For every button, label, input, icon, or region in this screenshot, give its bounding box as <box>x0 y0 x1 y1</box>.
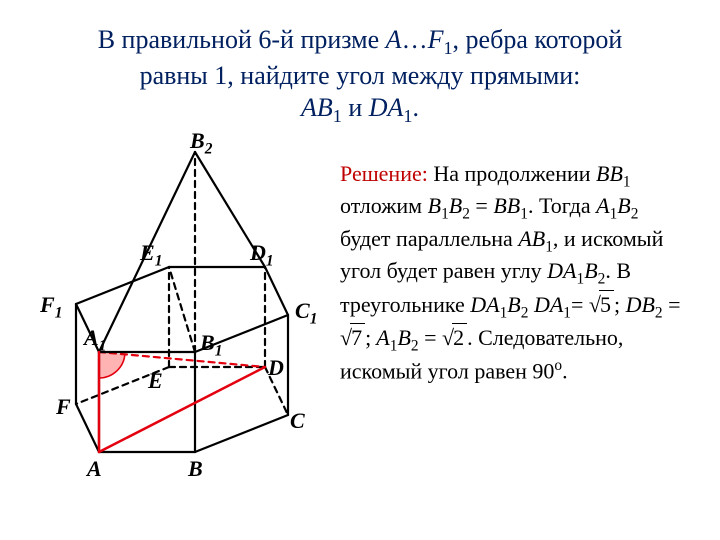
s-dot: . <box>467 325 473 350</box>
s-a1b2b: B <box>617 193 630 218</box>
label-F: F <box>56 394 71 420</box>
s-b1b2s2: 2 <box>462 206 470 223</box>
problem-DA: DA <box>369 93 404 122</box>
problem-dots: … <box>402 25 428 54</box>
s-b1b2a: B <box>428 193 441 218</box>
problem-F-sub: 1 <box>443 38 452 58</box>
s-bb1b: BB <box>493 193 520 218</box>
s-a1b2cb: B <box>397 325 410 350</box>
problem-statement: В правильной 6-й призме A…F1, ребра кото… <box>60 24 660 128</box>
s-bb1s: 1 <box>623 173 631 190</box>
prism-figure: B2 E1 D1 F1 A1 B1 C1 E D F A B C <box>20 130 330 500</box>
label-B2: B2 <box>190 128 212 158</box>
problem-F: F <box>428 25 444 54</box>
s-da1: DA <box>534 292 563 317</box>
s-a1b2s2: 2 <box>631 206 639 223</box>
s-a1b2ceq: = <box>419 325 442 350</box>
label-A1: A1 <box>84 325 106 355</box>
sqrt2: √2 <box>442 323 467 353</box>
label-D: D <box>268 355 284 381</box>
problem-AB-sub: 1 <box>333 107 342 127</box>
problem-AB: AB <box>301 93 333 122</box>
prism-svg <box>20 130 330 500</box>
s-deg: o <box>554 357 562 374</box>
problem-A: A <box>386 25 402 54</box>
s-da1s: 1 <box>563 304 571 321</box>
label-E: E <box>148 368 163 394</box>
s-b1b2s1: 1 <box>441 206 449 223</box>
s-tri-a: DA <box>470 292 499 317</box>
label-C1: C1 <box>295 298 317 328</box>
label-B1: B1 <box>200 330 222 360</box>
s-da1b2b: B <box>584 258 597 283</box>
s-tri-s2: 2 <box>521 304 529 321</box>
s-a1b2c: A <box>371 325 390 350</box>
problem-and: и <box>342 93 369 122</box>
problem-DA-sub: 1 <box>403 107 412 127</box>
s-ab1: AB <box>518 226 545 251</box>
sqrt7: √7 <box>340 323 365 353</box>
label-A: A <box>87 456 102 482</box>
s-da1b2a: DA <box>547 258 576 283</box>
s-db2eq: = <box>663 292 681 317</box>
s-a1b2a: A <box>596 193 609 218</box>
s-ab1s: 1 <box>545 238 553 255</box>
problem-line2: равны 1, найдите угол между прямыми: <box>140 61 581 90</box>
s-t1: На продолжении <box>428 161 596 186</box>
s-b1b2b: B <box>449 193 462 218</box>
solution-text: Решение: На продолжении BB1 отложим B1B2… <box>340 160 690 386</box>
s-db2s: 2 <box>655 304 663 321</box>
s-bb1bs: 1 <box>520 206 528 223</box>
label-D1: D1 <box>250 240 274 270</box>
s-tri-b: B <box>507 292 520 317</box>
s-da1eq: = <box>571 292 589 317</box>
label-F1: F1 <box>40 292 62 322</box>
problem-end: . <box>413 93 420 122</box>
solution-lead: Решение: <box>340 161 428 186</box>
s-t8: . <box>562 359 568 384</box>
problem-line1-post: , ребра которой <box>453 25 623 54</box>
s-bb1: BB <box>596 161 623 186</box>
problem-line1-pre: В правильной 6-й призме <box>98 25 386 54</box>
s-t2: отложим <box>340 193 428 218</box>
s-db2: DB <box>620 292 655 317</box>
s-eq: = <box>470 193 493 218</box>
s-t3: . Тогда <box>528 193 596 218</box>
label-C: C <box>290 408 305 434</box>
s-t4: будет параллельна <box>340 226 518 251</box>
sqrt5: √5 <box>589 290 614 320</box>
label-E1: E1 <box>140 240 162 270</box>
s-a1b2cs2: 2 <box>411 337 419 354</box>
label-B: B <box>188 456 203 482</box>
